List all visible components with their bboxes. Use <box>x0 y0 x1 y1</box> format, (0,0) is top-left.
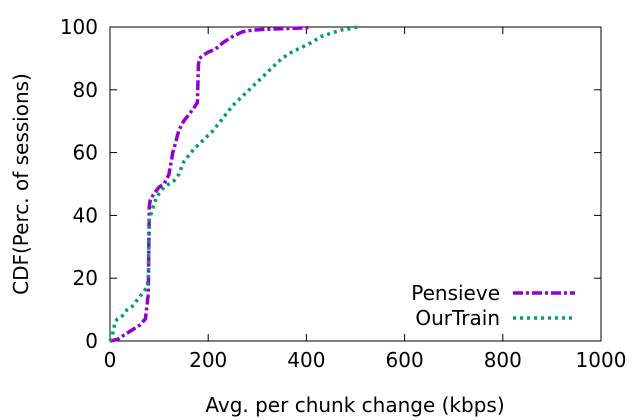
y-tick-label: 40 <box>73 203 98 227</box>
series-line-ourtrain <box>108 25 359 342</box>
series-layer <box>108 25 359 343</box>
x-tick-label: 400 <box>287 348 325 372</box>
y-tick-label: 60 <box>73 141 98 165</box>
series-line-pensieve <box>109 25 312 343</box>
y-tick-label: 20 <box>73 266 98 290</box>
x-tick-label: 800 <box>484 348 522 372</box>
x-tick-label: 200 <box>189 348 227 372</box>
x-tick-label: 1000 <box>576 348 627 372</box>
x-tick-label: 0 <box>104 348 117 372</box>
axis-ticks-layer: 0 200 400 600 800 1000 0 20 40 60 80 100 <box>60 15 627 372</box>
y-tick-label: 0 <box>85 329 98 353</box>
legend-label-ourtrain: OurTrain <box>415 306 500 330</box>
y-tick-label: 80 <box>73 78 98 102</box>
x-axis-title: Avg. per chunk change (kbps) <box>205 393 504 417</box>
legend-label-pensieve: Pensieve <box>411 281 500 305</box>
x-tick-label: 600 <box>386 348 424 372</box>
y-axis-title: CDF(Perc. of sessions) <box>9 73 33 295</box>
y-tick-label: 100 <box>60 15 98 39</box>
